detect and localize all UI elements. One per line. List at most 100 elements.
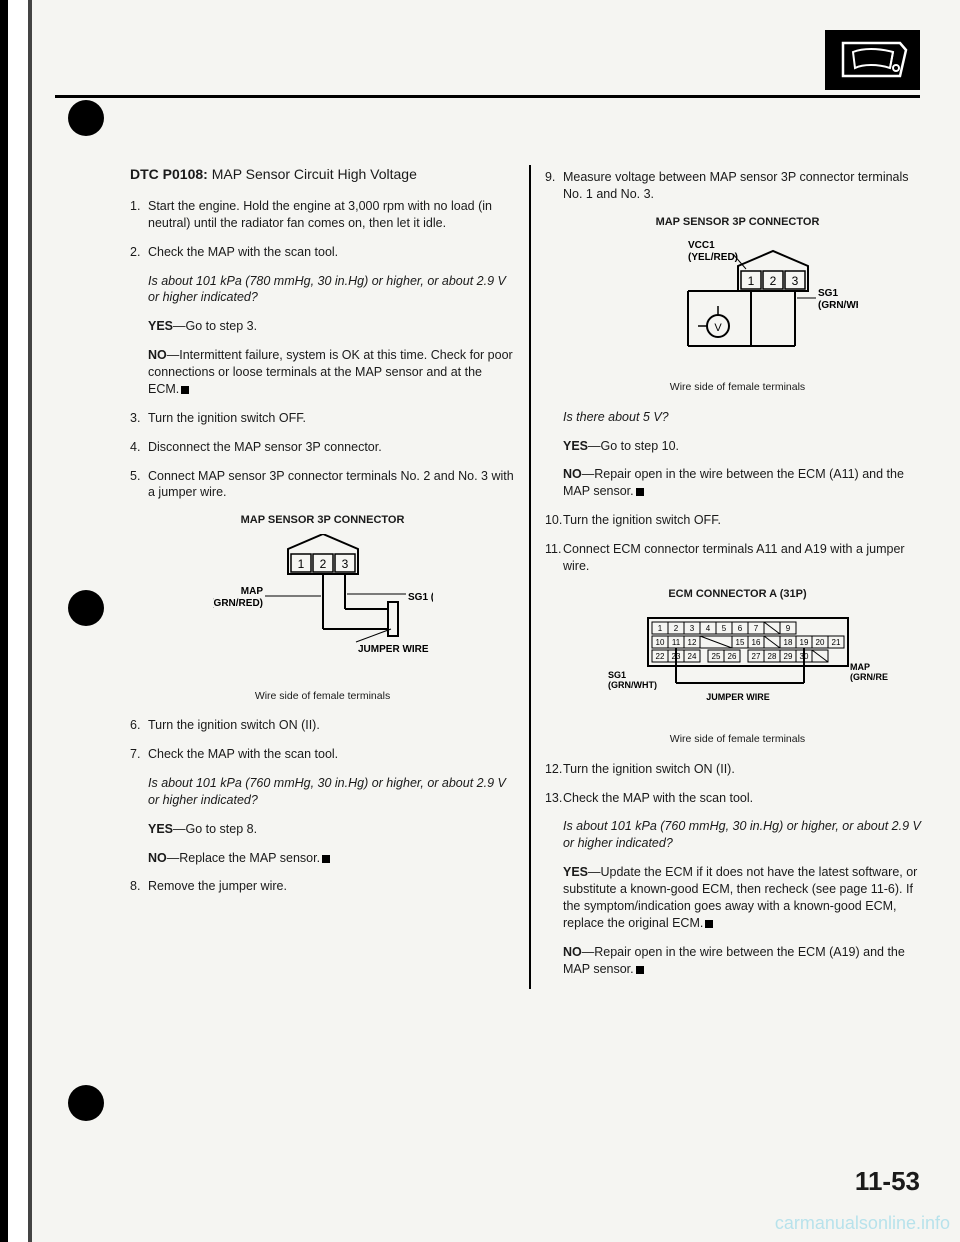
svg-text:21: 21 bbox=[831, 638, 840, 647]
svg-text:26: 26 bbox=[727, 652, 736, 661]
svg-text:SG1 (GRN/WHT): SG1 (GRN/WHT) bbox=[408, 592, 433, 603]
hole-punch bbox=[68, 100, 104, 136]
step: 11.Connect ECM connector terminals A11 a… bbox=[545, 541, 930, 575]
step: 4.Disconnect the MAP sensor 3P connector… bbox=[130, 439, 515, 456]
step-list: 8.Remove the jumper wire. bbox=[130, 878, 515, 895]
yes-branch: YES—Go to step 3. bbox=[148, 318, 515, 335]
question: Is about 101 kPa (780 mmHg, 30 in.Hg) or… bbox=[148, 273, 515, 307]
yes-branch: YES—Update the ECM if it does not have t… bbox=[563, 864, 930, 932]
column-divider bbox=[529, 165, 531, 989]
hole-punch bbox=[68, 590, 104, 626]
diagram-title: ECM CONNECTOR A (31P) bbox=[545, 587, 930, 602]
step: 12.Turn the ignition switch ON (II). bbox=[545, 761, 930, 778]
svg-text:VCC1: VCC1 bbox=[688, 240, 715, 251]
svg-text:SG1: SG1 bbox=[818, 288, 838, 299]
svg-text:V: V bbox=[714, 322, 722, 334]
hole-punch bbox=[68, 1085, 104, 1121]
diagram-caption: Wire side of female terminals bbox=[545, 732, 930, 746]
yes-branch: YES—Go to step 8. bbox=[148, 821, 515, 838]
svg-text:4: 4 bbox=[705, 624, 710, 633]
dtc-title: DTC P0108: MAP Sensor Circuit High Volta… bbox=[130, 165, 515, 184]
svg-text:12: 12 bbox=[687, 638, 696, 647]
svg-text:2: 2 bbox=[319, 557, 326, 571]
svg-text:3: 3 bbox=[791, 274, 798, 288]
svg-text:6: 6 bbox=[737, 624, 742, 633]
svg-text:20: 20 bbox=[815, 638, 824, 647]
no-branch: NO—Replace the MAP sensor. bbox=[148, 850, 515, 867]
svg-text:JUMPER WIRE: JUMPER WIRE bbox=[358, 644, 429, 655]
stop-icon bbox=[636, 966, 644, 974]
step: 7.Check the MAP with the scan tool. bbox=[130, 746, 515, 763]
step-list: 10.Turn the ignition switch OFF. 11.Conn… bbox=[545, 512, 930, 575]
left-column: DTC P0108: MAP Sensor Circuit High Volta… bbox=[130, 165, 515, 989]
connector-diagram-3p: 1 2 3 MAP (GRN/RED) SG1 (GRN/WHT) JUMPER… bbox=[130, 534, 515, 679]
question: Is about 101 kPa (760 mmHg, 30 in.Hg) or… bbox=[148, 775, 515, 809]
svg-text:(GRN/RED): (GRN/RED) bbox=[213, 598, 263, 609]
svg-text:3: 3 bbox=[689, 624, 694, 633]
svg-text:28: 28 bbox=[767, 652, 776, 661]
step: 6.Turn the ignition switch ON (II). bbox=[130, 717, 515, 734]
svg-text:MAP: MAP bbox=[850, 662, 870, 672]
step-list: 6.Turn the ignition switch ON (II). 7.Ch… bbox=[130, 717, 515, 763]
question: Is there about 5 V? bbox=[563, 409, 930, 426]
diagram-title: MAP SENSOR 3P CONNECTOR bbox=[130, 513, 515, 528]
svg-text:16: 16 bbox=[751, 638, 760, 647]
svg-text:SG1: SG1 bbox=[608, 670, 626, 680]
step-list: 1.Start the engine. Hold the engine at 3… bbox=[130, 198, 515, 261]
no-branch: NO—Repair open in the wire between the E… bbox=[563, 944, 930, 978]
svg-text:9: 9 bbox=[785, 624, 790, 633]
no-branch: NO—Intermittent failure, system is OK at… bbox=[148, 347, 515, 398]
svg-text:25: 25 bbox=[711, 652, 720, 661]
diagram-caption: Wire side of female terminals bbox=[545, 380, 930, 394]
right-column: 9.Measure voltage between MAP sensor 3P … bbox=[545, 165, 930, 989]
svg-text:5: 5 bbox=[721, 624, 726, 633]
ecm-connector-diagram: 1 2 3 4 5 6 7 9 10 11 12 bbox=[545, 608, 930, 723]
stop-icon bbox=[705, 920, 713, 928]
brand-logo bbox=[825, 30, 920, 90]
svg-text:(GRN/WHT): (GRN/WHT) bbox=[608, 680, 657, 690]
content-container: DTC P0108: MAP Sensor Circuit High Volta… bbox=[130, 165, 930, 989]
svg-text:(YEL/RED): (YEL/RED) bbox=[688, 252, 738, 263]
diagram-title: MAP SENSOR 3P CONNECTOR bbox=[545, 215, 930, 230]
stop-icon bbox=[636, 488, 644, 496]
svg-text:2: 2 bbox=[673, 624, 678, 633]
step: 13.Check the MAP with the scan tool. bbox=[545, 790, 930, 807]
yes-branch: YES—Go to step 10. bbox=[563, 438, 930, 455]
watermark: carmanualsonline.info bbox=[775, 1213, 950, 1234]
svg-text:JUMPER WIRE: JUMPER WIRE bbox=[706, 692, 770, 702]
dtc-desc: MAP Sensor Circuit High Voltage bbox=[212, 166, 417, 182]
svg-text:10: 10 bbox=[655, 638, 664, 647]
svg-text:(GRN/WHT): (GRN/WHT) bbox=[818, 300, 858, 311]
svg-text:19: 19 bbox=[799, 638, 808, 647]
step: 9.Measure voltage between MAP sensor 3P … bbox=[545, 169, 930, 203]
question: Is about 101 kPa (760 mmHg, 30 in.Hg) or… bbox=[563, 818, 930, 852]
dtc-code: DTC P0108: bbox=[130, 166, 208, 182]
no-branch: NO—Repair open in the wire between the E… bbox=[563, 466, 930, 500]
svg-text:24: 24 bbox=[687, 652, 696, 661]
svg-text:2: 2 bbox=[769, 274, 776, 288]
svg-text:27: 27 bbox=[751, 652, 760, 661]
svg-text:11: 11 bbox=[671, 638, 680, 647]
step: 1.Start the engine. Hold the engine at 3… bbox=[130, 198, 515, 232]
step-list: 12.Turn the ignition switch ON (II). 13.… bbox=[545, 761, 930, 807]
stop-icon bbox=[322, 855, 330, 863]
svg-text:18: 18 bbox=[783, 638, 792, 647]
step-list: 9.Measure voltage between MAP sensor 3P … bbox=[545, 169, 930, 203]
binding-edge bbox=[0, 0, 55, 1242]
svg-text:(GRN/RED): (GRN/RED) bbox=[850, 672, 888, 682]
step: 2.Check the MAP with the scan tool. bbox=[130, 244, 515, 261]
top-rule bbox=[55, 95, 920, 98]
svg-text:1: 1 bbox=[297, 557, 304, 571]
page-number: 11-53 bbox=[855, 1166, 920, 1197]
svg-text:MAP: MAP bbox=[240, 586, 263, 597]
step: 5.Connect MAP sensor 3P connector termin… bbox=[130, 468, 515, 502]
svg-text:1: 1 bbox=[657, 624, 662, 633]
svg-text:29: 29 bbox=[783, 652, 792, 661]
svg-text:22: 22 bbox=[655, 652, 664, 661]
svg-text:7: 7 bbox=[753, 624, 758, 633]
svg-text:3: 3 bbox=[341, 557, 348, 571]
svg-text:15: 15 bbox=[735, 638, 744, 647]
step: 3.Turn the ignition switch OFF. bbox=[130, 410, 515, 427]
page: DTC P0108: MAP Sensor Circuit High Volta… bbox=[0, 0, 960, 1242]
stop-icon bbox=[181, 386, 189, 394]
